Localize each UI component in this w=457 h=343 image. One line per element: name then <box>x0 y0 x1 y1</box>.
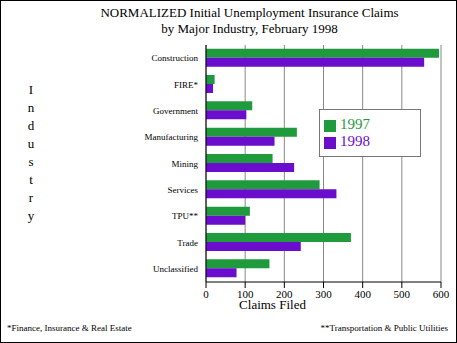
svg-text:400: 400 <box>354 288 371 300</box>
html-text:1997: 1997 <box>340 116 370 132</box>
html-text:NORMALIZED Initial Unemploymen: NORMALIZED Initial Unemployment Insuranc… <box>100 5 399 20</box>
svg-text:500: 500 <box>394 288 411 300</box>
html-text:u: u <box>27 136 35 151</box>
html-text:*Finance, Insurance & Real Est: *Finance, Insurance & Real Estate <box>7 323 132 333</box>
svg-text:200: 200 <box>276 288 293 300</box>
svg-text:Unclassified: Unclassified <box>153 264 198 274</box>
svg-text:Construction: Construction <box>152 53 199 63</box>
svg-text:600: 600 <box>433 288 449 300</box>
svg-text:Trade: Trade <box>177 238 198 248</box>
html-text:r: r <box>28 190 34 205</box>
html-text:n: n <box>27 100 35 115</box>
html-text:I: I <box>28 82 34 97</box>
html-text:**Transportation & Public Util: **Transportation & Public Utilities <box>320 323 448 333</box>
html-text:1998: 1998 <box>340 133 370 149</box>
svg-text:100: 100 <box>237 288 254 300</box>
svg-text:Mining: Mining <box>171 159 198 169</box>
svg-text:Government: Government <box>153 106 198 116</box>
html-text:by Major Industry, February 19: by Major Industry, February 1998 <box>161 21 338 36</box>
svg-text:Services: Services <box>168 185 199 195</box>
html-text:s: s <box>28 154 34 169</box>
html-text:t: t <box>29 172 33 187</box>
svg-text:TPU**: TPU** <box>172 211 199 221</box>
svg-text:300: 300 <box>315 288 332 300</box>
svg-text:0: 0 <box>203 288 209 300</box>
html-text:Claims Filed: Claims Filed <box>239 297 306 312</box>
svg-text:Manufacturing: Manufacturing <box>145 132 199 142</box>
html-text:d: d <box>27 118 35 133</box>
svg-text:FIRE*: FIRE* <box>174 80 199 90</box>
html-text:y: y <box>27 208 35 223</box>
